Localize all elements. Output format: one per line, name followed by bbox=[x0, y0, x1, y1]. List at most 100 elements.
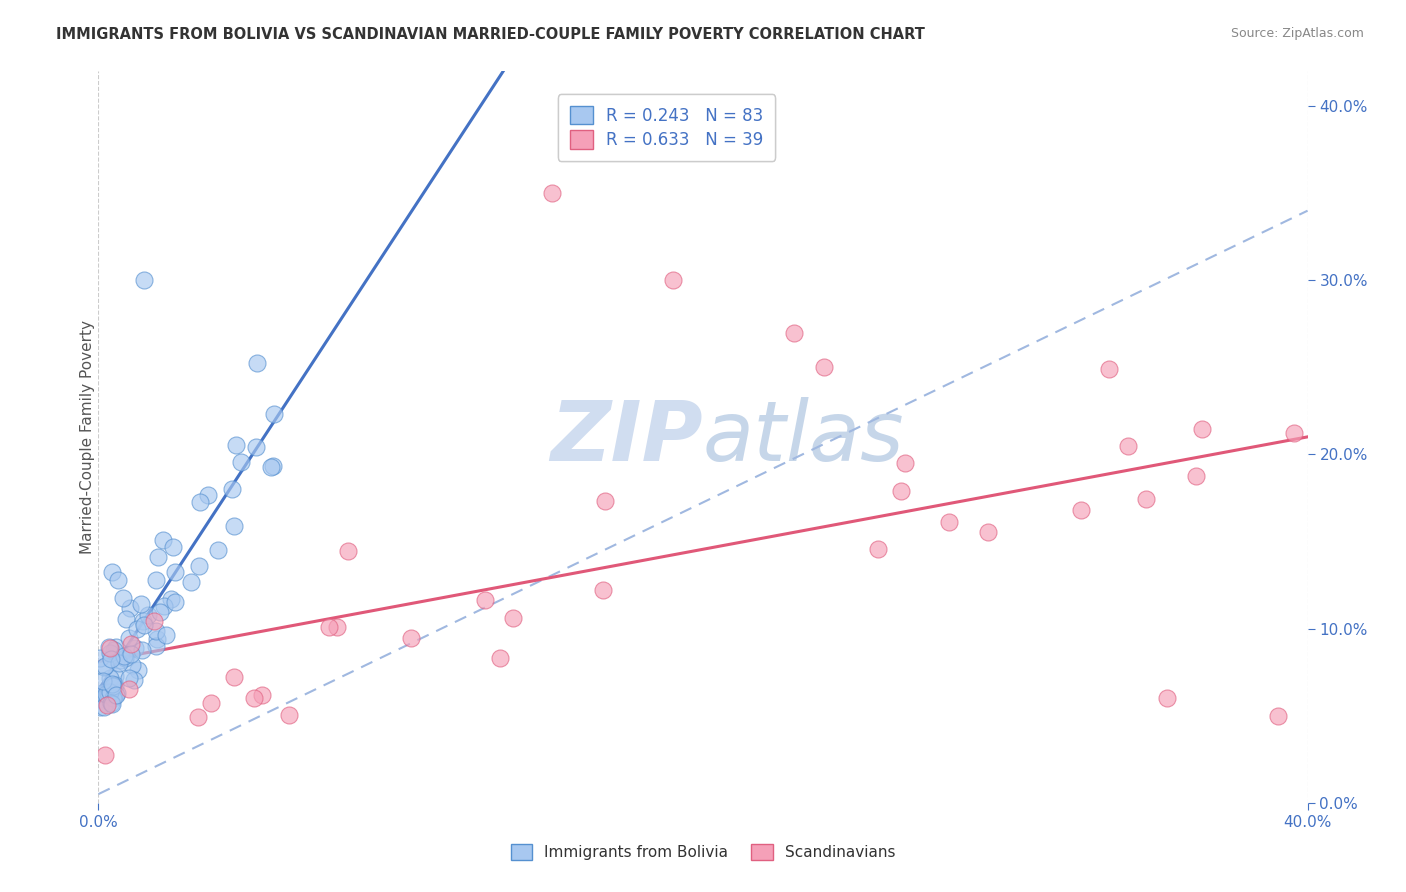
Point bbox=[318, 620, 340, 634]
Point bbox=[127, 663, 149, 677]
Legend: R = 0.243   N = 83, R = 0.633   N = 39: R = 0.243 N = 83, R = 0.633 N = 39 bbox=[558, 95, 775, 161]
Point bbox=[104, 669, 127, 683]
Point bbox=[894, 456, 917, 470]
Point bbox=[145, 624, 167, 638]
Point bbox=[783, 326, 806, 340]
Point bbox=[112, 649, 135, 664]
Point bbox=[89, 651, 111, 665]
Point bbox=[111, 591, 134, 606]
Point bbox=[96, 686, 118, 700]
Text: IMMIGRANTS FROM BOLIVIA VS SCANDINAVIAN MARRIED-COUPLE FAMILY POVERTY CORRELATIO: IMMIGRANTS FROM BOLIVIA VS SCANDINAVIAN … bbox=[56, 27, 925, 42]
Point bbox=[100, 677, 122, 691]
Text: atlas: atlas bbox=[703, 397, 904, 477]
Point bbox=[474, 592, 496, 607]
Point bbox=[100, 652, 122, 666]
Point bbox=[98, 671, 121, 685]
Point bbox=[143, 614, 166, 628]
Point bbox=[98, 685, 121, 699]
Point bbox=[103, 642, 125, 657]
Point bbox=[489, 650, 512, 665]
Point bbox=[125, 622, 148, 636]
Point bbox=[1284, 426, 1306, 441]
Point bbox=[118, 601, 141, 615]
Point bbox=[145, 640, 167, 654]
Point bbox=[93, 700, 115, 714]
Point bbox=[277, 708, 299, 723]
Point bbox=[1135, 491, 1157, 506]
Point bbox=[101, 691, 124, 706]
Point bbox=[222, 519, 245, 533]
Point bbox=[165, 595, 187, 609]
Point bbox=[132, 273, 155, 287]
Point bbox=[1185, 469, 1208, 483]
Point bbox=[225, 438, 247, 452]
Point bbox=[89, 691, 111, 706]
Point bbox=[122, 673, 145, 688]
Point bbox=[105, 688, 128, 702]
Point bbox=[661, 273, 683, 287]
Point bbox=[1116, 439, 1139, 453]
Point bbox=[114, 651, 136, 665]
Point bbox=[115, 611, 138, 625]
Point bbox=[1070, 502, 1092, 516]
Point bbox=[110, 652, 132, 666]
Point bbox=[149, 605, 172, 619]
Point bbox=[200, 696, 222, 710]
Point bbox=[262, 459, 284, 474]
Point bbox=[180, 574, 202, 589]
Point bbox=[89, 688, 111, 702]
Point bbox=[197, 488, 219, 502]
Text: ZIP: ZIP bbox=[550, 397, 703, 477]
Point bbox=[1267, 708, 1289, 723]
Point bbox=[132, 618, 155, 632]
Point bbox=[94, 748, 117, 763]
Point bbox=[502, 611, 524, 625]
Point bbox=[91, 673, 114, 688]
Point bbox=[592, 583, 614, 598]
Point bbox=[96, 687, 118, 701]
Point bbox=[977, 525, 1000, 540]
Point bbox=[890, 484, 912, 499]
Point bbox=[145, 573, 167, 587]
Point bbox=[105, 686, 128, 700]
Text: Source: ZipAtlas.com: Source: ZipAtlas.com bbox=[1230, 27, 1364, 40]
Point bbox=[101, 698, 124, 712]
Point bbox=[155, 628, 177, 642]
Point bbox=[187, 710, 209, 724]
Point bbox=[93, 659, 115, 673]
Point bbox=[165, 566, 187, 580]
Point bbox=[94, 659, 117, 673]
Point bbox=[540, 186, 562, 201]
Point bbox=[118, 671, 141, 685]
Point bbox=[105, 640, 128, 654]
Point bbox=[207, 543, 229, 558]
Point bbox=[162, 540, 184, 554]
Point bbox=[224, 670, 246, 684]
Point bbox=[326, 620, 349, 634]
Point bbox=[145, 632, 167, 646]
Y-axis label: Married-Couple Family Poverty: Married-Couple Family Poverty bbox=[80, 320, 94, 554]
Point bbox=[104, 648, 127, 662]
Point bbox=[121, 658, 143, 673]
Point bbox=[252, 688, 274, 702]
Point bbox=[221, 482, 243, 496]
Point bbox=[98, 685, 121, 699]
Point bbox=[593, 494, 616, 508]
Point bbox=[94, 696, 117, 710]
Point bbox=[938, 515, 960, 529]
Point bbox=[188, 494, 211, 508]
Point bbox=[98, 646, 121, 660]
Point bbox=[96, 698, 118, 712]
Point bbox=[245, 440, 267, 454]
Point bbox=[118, 631, 141, 645]
Point bbox=[146, 549, 169, 564]
Point bbox=[187, 558, 209, 573]
Point bbox=[131, 643, 153, 657]
Point bbox=[399, 631, 422, 645]
Point bbox=[121, 637, 143, 651]
Point bbox=[246, 356, 269, 370]
Point bbox=[103, 679, 125, 693]
Point bbox=[243, 690, 266, 705]
Point bbox=[160, 592, 183, 607]
Point bbox=[90, 686, 112, 700]
